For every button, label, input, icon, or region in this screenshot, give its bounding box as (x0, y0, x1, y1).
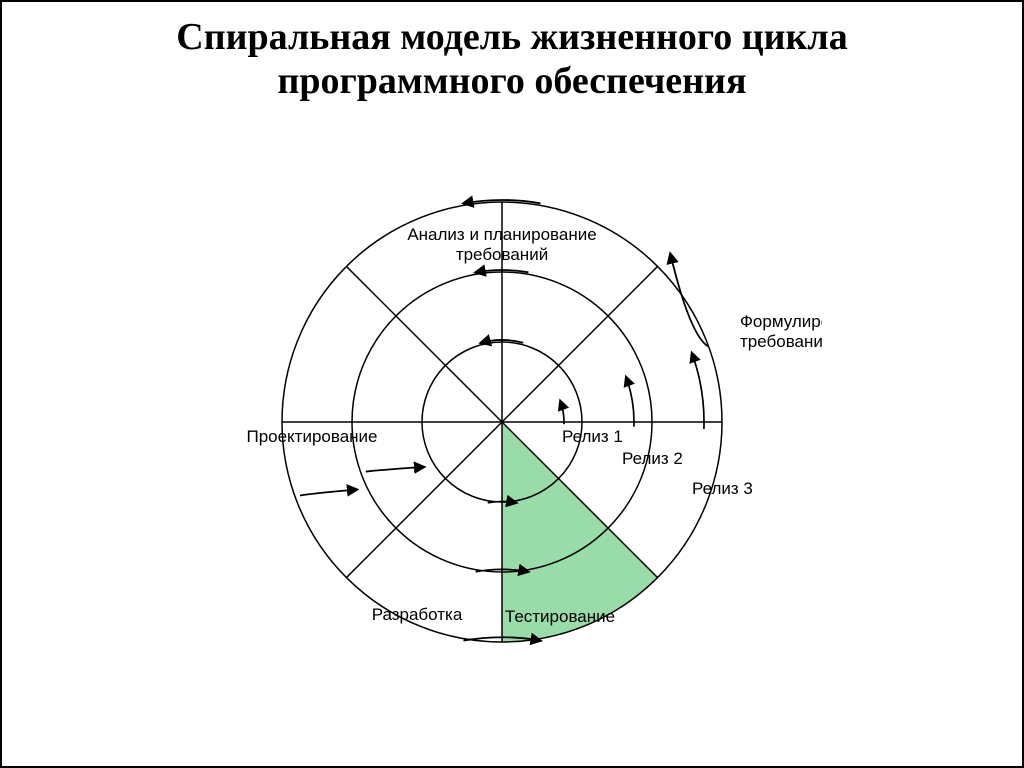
spiral-svg: Анализ и планированиетребованийФормулиро… (202, 132, 822, 722)
arrow-release-3 (692, 353, 704, 429)
arrow-release-2 (626, 377, 634, 427)
label-formulation-2: требований (740, 332, 822, 351)
label-release-1: Релиз 1 (562, 427, 623, 446)
title-line-2: программного обеспечения (277, 60, 746, 102)
spiral-diagram: Анализ и планированиетребованийФормулиро… (2, 132, 1022, 766)
arrow-release-1 (560, 401, 564, 424)
spoke-135 (346, 266, 502, 422)
label-testing: Тестирование (505, 607, 615, 626)
arrow-in-2 (366, 467, 424, 472)
page-title: Спиральная модель жизненного цикла прогр… (2, 2, 1022, 103)
spoke-45 (502, 266, 658, 422)
label-analysis-1: Анализ и планирование (407, 225, 596, 244)
label-design: Проектирование (246, 427, 377, 446)
label-formulation-1: Формулирование (740, 312, 822, 331)
label-release-2: Релиз 2 (622, 449, 683, 468)
arrow-in-1 (300, 490, 357, 496)
label-release-3: Релиз 3 (692, 479, 753, 498)
label-development: Разработка (372, 605, 463, 624)
title-line-1: Спиральная модель жизненного цикла (176, 16, 847, 58)
label-analysis-2: требований (456, 245, 548, 264)
